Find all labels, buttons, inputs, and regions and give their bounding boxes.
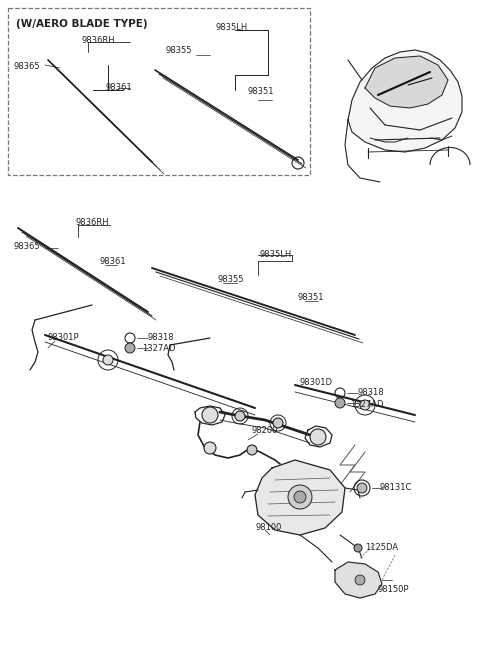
Text: 98301P: 98301P [48,333,80,342]
Text: 1125DA: 1125DA [365,543,398,552]
Polygon shape [255,460,345,535]
Text: 98355: 98355 [166,46,192,55]
Polygon shape [348,50,462,152]
Text: 98318: 98318 [148,333,175,342]
Circle shape [235,411,245,421]
Circle shape [288,485,312,509]
Circle shape [310,429,326,445]
Text: 98365: 98365 [14,62,41,71]
Circle shape [247,445,257,455]
Text: 98351: 98351 [298,293,324,302]
Circle shape [354,544,362,552]
Circle shape [125,343,135,353]
Circle shape [204,442,216,454]
Text: 98355: 98355 [218,275,244,284]
Circle shape [357,483,367,493]
Text: 98361: 98361 [106,83,132,92]
Text: 98200: 98200 [252,426,278,435]
Text: 9835LH: 9835LH [260,250,292,259]
Text: 1327AD: 1327AD [142,344,176,353]
Circle shape [202,407,218,423]
Text: 98131C: 98131C [380,483,412,492]
Circle shape [360,400,370,410]
Text: (W/AERO BLADE TYPE): (W/AERO BLADE TYPE) [16,19,148,29]
Circle shape [103,355,113,365]
Circle shape [294,491,306,503]
Text: 98100: 98100 [255,523,281,532]
Polygon shape [365,56,448,108]
Circle shape [335,398,345,408]
Text: 98351: 98351 [248,87,275,96]
Text: 9835LH: 9835LH [215,23,247,32]
Text: 98318: 98318 [358,388,384,397]
Text: 98301D: 98301D [300,378,333,387]
Bar [8,8,310,175]
Circle shape [355,575,365,585]
Text: 98361: 98361 [100,257,127,266]
Text: 9836RH: 9836RH [75,218,108,227]
Text: 98365: 98365 [14,242,41,251]
Text: 98150P: 98150P [378,585,409,594]
Text: 9836RH: 9836RH [82,36,116,45]
Circle shape [273,418,283,428]
Polygon shape [335,562,382,598]
Text: 1327AD: 1327AD [350,400,384,409]
